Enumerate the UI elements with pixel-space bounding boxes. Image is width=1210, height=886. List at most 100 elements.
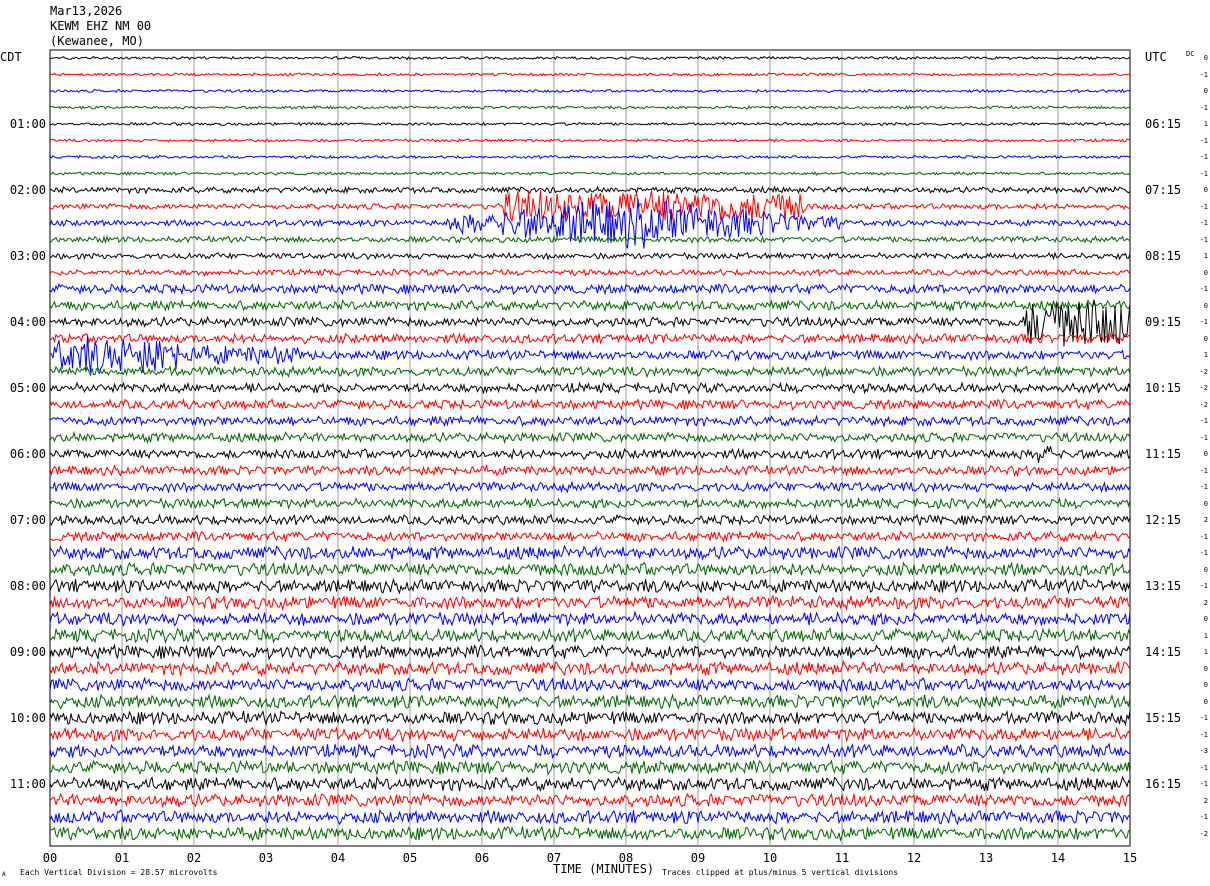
trace-line bbox=[49, 298, 1131, 313]
trace-line bbox=[49, 693, 1131, 710]
dc-offset-value: 2 bbox=[1203, 516, 1208, 524]
dc-offset-value: -1 bbox=[1199, 582, 1208, 590]
trace-line bbox=[49, 544, 1131, 561]
dc-offset-value: 1 bbox=[1203, 351, 1208, 359]
dc-offset-value: -1 bbox=[1199, 483, 1208, 491]
right-hour-tick: 06:15 bbox=[1145, 117, 1182, 131]
trace-line bbox=[49, 121, 1131, 127]
dc-offset-value: -2 bbox=[1199, 367, 1208, 376]
dc-offset-value: -1 bbox=[1199, 532, 1208, 541]
plot-frame bbox=[49, 49, 1131, 847]
trace-line bbox=[49, 105, 1131, 110]
x-tick-label: 01 bbox=[114, 851, 130, 865]
trace-line bbox=[49, 154, 1131, 160]
clip-note: Traces clipped at plus/minus 5 vertical … bbox=[662, 868, 899, 877]
dc-offset-value: 0 bbox=[1203, 186, 1208, 194]
trace-line bbox=[49, 55, 1131, 61]
x-tick-label: 09 bbox=[690, 851, 706, 865]
x-tick-label: 10 bbox=[762, 851, 778, 865]
dc-offset-value: -1 bbox=[1199, 763, 1208, 772]
left-hour-tick: 11:00 bbox=[9, 777, 46, 791]
trace-line bbox=[49, 825, 1131, 843]
trace-line bbox=[49, 676, 1131, 693]
left-hour-tick: 07:00 bbox=[9, 513, 46, 527]
dc-offset-value: 0 bbox=[1203, 334, 1208, 343]
trace-line bbox=[49, 577, 1131, 595]
x-tick-label: 08 bbox=[618, 851, 634, 865]
dc-offset-value: -1 bbox=[1199, 417, 1208, 425]
left-hour-tick: 01:00 bbox=[9, 117, 46, 131]
dc-offset-value: -1 bbox=[1199, 235, 1208, 244]
x-tick-label: 11 bbox=[834, 851, 850, 865]
trace-line bbox=[49, 610, 1131, 628]
trace-line bbox=[49, 480, 1131, 494]
dc-offset-value: 1 bbox=[1203, 252, 1208, 260]
trace-line bbox=[49, 299, 1131, 347]
plot-date: Mar13,2026 bbox=[50, 4, 123, 18]
dc-offset-value: -1 bbox=[1199, 103, 1208, 112]
trace-line bbox=[49, 725, 1131, 743]
dc-offset-header: DC bbox=[1186, 50, 1195, 58]
trace-line bbox=[49, 267, 1131, 277]
station-location: (Kewanee, MO) bbox=[50, 34, 144, 48]
dc-offset-value: -1 bbox=[1199, 813, 1208, 821]
trace-line bbox=[49, 659, 1131, 677]
dc-offset-value: 0 bbox=[1203, 301, 1208, 310]
dc-offset-value: -1 bbox=[1199, 285, 1208, 293]
x-tick-label: 13 bbox=[978, 851, 994, 865]
left-hour-tick: 10:00 bbox=[9, 711, 46, 725]
x-tick-label: 12 bbox=[906, 851, 922, 865]
dc-offset-value: -1 bbox=[1199, 169, 1208, 178]
dc-offset-value: -1 bbox=[1199, 466, 1208, 475]
dc-offset-value: 0 bbox=[1203, 615, 1208, 623]
scale-note: Each Vertical Division = 28.57 microvolt… bbox=[20, 868, 218, 877]
dc-offset-value: -1 bbox=[1199, 318, 1208, 326]
x-tick-label: 00 bbox=[42, 851, 58, 865]
right-timezone-label: UTC bbox=[1145, 50, 1167, 64]
trace-line bbox=[49, 513, 1131, 527]
trace-line bbox=[49, 643, 1131, 661]
trace-line bbox=[49, 364, 1131, 379]
trace-line bbox=[49, 792, 1131, 809]
dc-offset-value: -1 bbox=[1199, 433, 1208, 442]
dc-offset-value: 0 bbox=[1203, 87, 1208, 95]
dc-offset-value: 2 bbox=[1203, 598, 1208, 607]
dc-offset-value: -1 bbox=[1199, 780, 1208, 788]
trace-line bbox=[49, 72, 1131, 77]
trace-line bbox=[49, 414, 1131, 428]
dc-offset-value: 1 bbox=[1203, 648, 1208, 656]
right-hour-tick: 15:15 bbox=[1145, 711, 1182, 725]
trace-line bbox=[49, 332, 1131, 345]
x-tick-label: 15 bbox=[1122, 851, 1138, 865]
dc-offset-value: -1 bbox=[1199, 70, 1208, 79]
trace-line bbox=[49, 88, 1131, 94]
trace-line bbox=[49, 445, 1131, 463]
trace-line bbox=[49, 463, 1131, 478]
trace-line bbox=[49, 397, 1131, 411]
left-hour-tick: 03:00 bbox=[9, 249, 46, 263]
right-hour-tick: 16:15 bbox=[1145, 777, 1182, 791]
right-hour-tick: 11:15 bbox=[1145, 447, 1182, 461]
dc-offset-value: 0 bbox=[1203, 54, 1208, 62]
left-timezone-label: CDT bbox=[0, 50, 22, 64]
right-hour-tick: 09:15 bbox=[1145, 315, 1182, 329]
station-code: KEWM EHZ NM 00 bbox=[50, 19, 152, 33]
right-hour-tick: 07:15 bbox=[1145, 183, 1182, 197]
x-axis-title: TIME (MINUTES) bbox=[553, 862, 655, 876]
trace-line bbox=[49, 381, 1131, 395]
dc-offset-value: 1 bbox=[1203, 120, 1208, 128]
x-tick-label: 07 bbox=[546, 851, 562, 865]
right-hour-tick: 13:15 bbox=[1145, 579, 1182, 593]
dc-offset-value: -1 bbox=[1199, 549, 1208, 557]
trace-line bbox=[49, 709, 1131, 727]
trace-line bbox=[49, 758, 1131, 776]
trace-line bbox=[49, 775, 1131, 793]
left-hour-tick: 06:00 bbox=[9, 447, 46, 461]
trace-line bbox=[49, 234, 1131, 245]
right-hour-tick: 10:15 bbox=[1145, 381, 1182, 395]
dc-offset-value: -1 bbox=[1199, 136, 1208, 145]
trace-line bbox=[49, 171, 1131, 177]
x-tick-label: 06 bbox=[474, 851, 490, 865]
trace-line bbox=[49, 530, 1131, 543]
